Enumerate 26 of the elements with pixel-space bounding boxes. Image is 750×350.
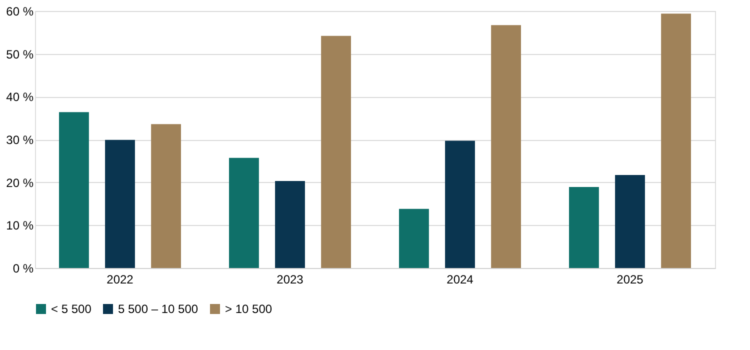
bar: [569, 187, 599, 268]
y-tick-label: 10 %: [6, 218, 34, 233]
x-tick-label: 2025: [616, 272, 644, 286]
bar: [105, 140, 135, 268]
bar: [445, 140, 475, 268]
bar: [615, 175, 645, 268]
y-tick-label: 0 %: [12, 262, 34, 276]
y-tick-label: 50 %: [6, 47, 34, 62]
bar: [491, 25, 521, 268]
bar: [275, 181, 305, 268]
legend-label: < 5 500: [51, 302, 92, 316]
legend-label: 5 500 – 10 500: [118, 302, 198, 316]
bar: [59, 112, 89, 268]
x-tick-label: 2022: [106, 272, 134, 286]
x-tick-label: 2024: [446, 272, 474, 286]
y-tick-label: 40 %: [6, 90, 34, 104]
y-tick-label: 60 %: [6, 4, 34, 18]
bar: [399, 208, 429, 268]
bar: [229, 158, 259, 268]
x-tick-label: 2023: [276, 272, 304, 286]
bar: [661, 14, 691, 268]
bar: [321, 36, 351, 268]
y-tick-label: 30 %: [6, 133, 34, 147]
legend-label: > 10 500: [225, 302, 272, 316]
bar: [151, 124, 181, 268]
y-tick-label: 20 %: [6, 176, 34, 190]
